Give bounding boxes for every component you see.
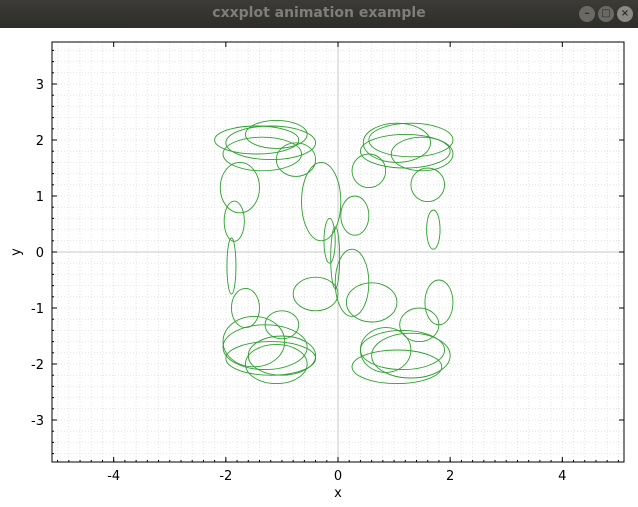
axis-ticks: -4 -2 0 2 4 -3 -2 -1 0 1 2 3	[31, 42, 624, 484]
series-curve-loop	[222, 136, 302, 172]
y-tick-label: 0	[36, 246, 44, 261]
series-curve-loop	[351, 349, 443, 385]
series-curve-loop	[301, 161, 342, 242]
x-tick-label: 4	[558, 469, 566, 484]
series-curve-loop	[345, 282, 398, 323]
series-curve-loop	[214, 125, 300, 155]
y-axis-label: y	[9, 248, 24, 256]
x-axis-label: x	[334, 486, 342, 501]
y-tick-label: -2	[31, 358, 44, 373]
series-curve-loop	[399, 307, 440, 343]
series-curve-loop	[351, 153, 387, 189]
x-tick-label: -2	[219, 469, 232, 484]
series-curve-loop	[371, 332, 451, 379]
close-button[interactable]: ×	[617, 6, 633, 22]
y-tick-label: 1	[36, 190, 44, 205]
plot-area: -4 -2 0 2 4 -3 -2 -1 0 1 2 3 x y	[9, 41, 625, 501]
series-curve-loop	[362, 122, 431, 163]
x-tick-label: 2	[446, 469, 454, 484]
y-tick-label: 2	[36, 134, 44, 149]
series-curve-loop	[219, 161, 260, 214]
series-curve-loop	[245, 343, 308, 385]
series-curve-loop	[222, 324, 308, 371]
series-curve-loop	[225, 125, 317, 161]
series-curve-loop	[390, 136, 454, 172]
series-curves	[214, 119, 454, 385]
maximize-button[interactable]: □	[598, 6, 614, 22]
window-title: cxxplot animation example	[212, 5, 426, 21]
series-curve-loop	[223, 200, 245, 242]
series-curve-loop	[359, 327, 412, 373]
series-curve-loop	[275, 142, 317, 177]
series-curve-loop	[340, 195, 370, 236]
x-tick-label: -4	[107, 469, 120, 484]
y-tick-label: -1	[31, 302, 44, 317]
major-grid	[52, 42, 624, 462]
series-curve-loop	[292, 276, 339, 312]
series-curve-loop	[426, 209, 441, 250]
y-tick-label: 3	[36, 78, 44, 93]
minimize-button[interactable]: –	[579, 6, 595, 22]
series-curve-loop	[245, 119, 308, 149]
series-curve-loop	[368, 122, 454, 158]
series-curve-loop	[323, 217, 336, 264]
series-curve-loop	[410, 167, 445, 203]
series-curve-loop	[226, 237, 237, 295]
y-tick-label: -3	[31, 414, 44, 429]
title-bar: cxxplot animation example – □ ×	[0, 0, 638, 28]
x-tick-label: 0	[334, 469, 342, 484]
